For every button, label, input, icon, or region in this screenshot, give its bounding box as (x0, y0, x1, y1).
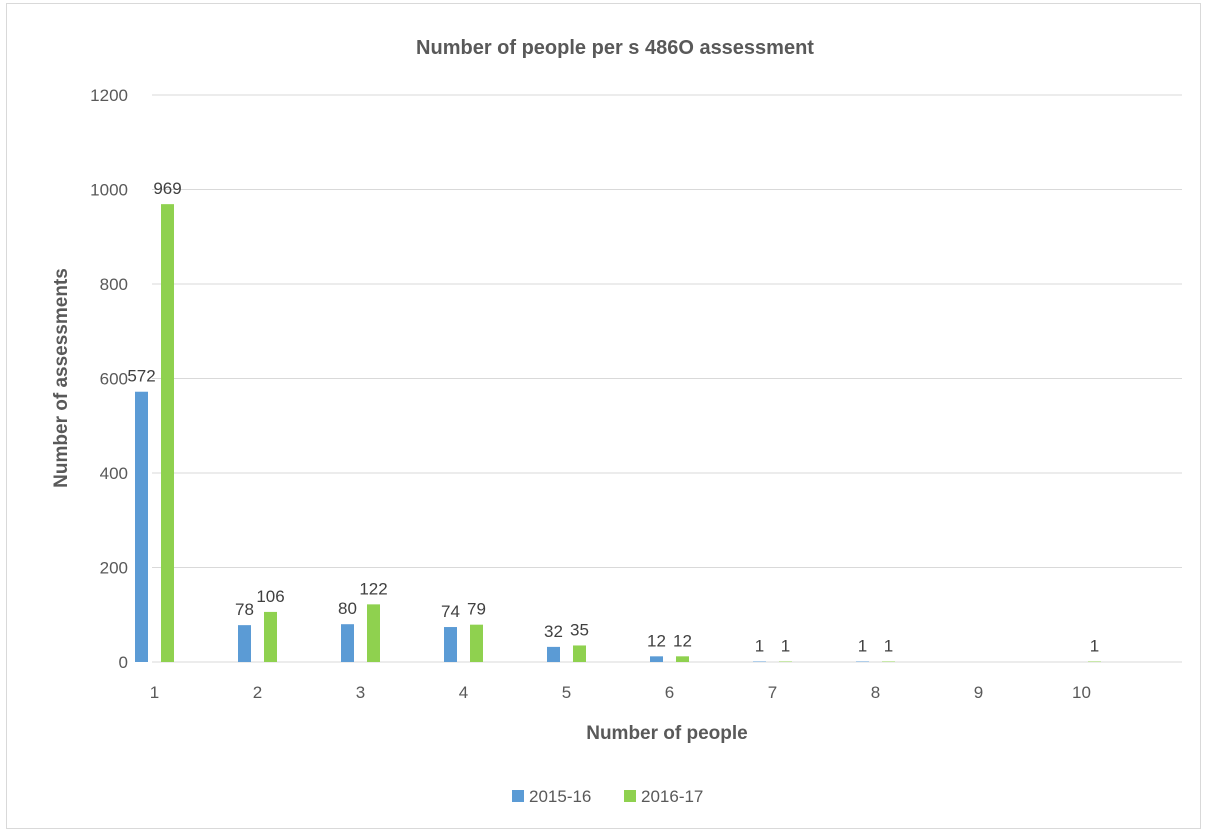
x-tick-label: 7 (768, 683, 777, 702)
y-tick-label: 800 (100, 275, 128, 294)
data-label: 35 (570, 620, 589, 639)
bar-2015-16 (341, 624, 354, 662)
x-tick-label: 10 (1072, 683, 1091, 702)
bar-2015-16 (238, 625, 251, 662)
bar-2015-16 (135, 391, 148, 662)
x-axis-title: Number of people (586, 723, 748, 744)
x-axis-ticks: 1 2 3 4 5 6 7 8 9 10 (150, 683, 1091, 702)
bar-2016-17 (264, 611, 277, 662)
bar-2016-17 (470, 624, 483, 662)
y-axis-ticks: 0 200 400 600 800 1000 1200 (90, 86, 128, 672)
data-label: 12 (647, 631, 666, 650)
data-label: 80 (338, 599, 357, 618)
x-tick-label: 5 (562, 683, 571, 702)
y-tick-label: 600 (100, 370, 128, 389)
data-label: 1 (781, 637, 790, 656)
x-tick-label: 3 (356, 683, 365, 702)
legend: 2015-16 2016-17 (512, 787, 703, 806)
y-tick-label: 1200 (90, 86, 128, 105)
data-label: 1 (1090, 637, 1099, 656)
y-tick-label: 200 (100, 559, 128, 578)
x-tick-label: 8 (871, 683, 880, 702)
data-label: 572 (127, 367, 155, 386)
bar-2016-17 (573, 645, 586, 662)
bars (135, 204, 1101, 662)
bar-2015-16 (444, 627, 457, 662)
y-tick-label: 0 (119, 653, 128, 672)
data-label: 74 (441, 602, 460, 621)
legend-swatch (624, 790, 636, 802)
legend-label: 2015-16 (529, 787, 591, 806)
data-label: 79 (467, 600, 486, 619)
data-label: 1 (884, 637, 893, 656)
bar-2015-16 (547, 646, 560, 662)
bar-2016-17 (367, 604, 380, 662)
data-label: 1 (858, 637, 867, 656)
legend-swatch (512, 790, 524, 802)
data-label: 969 (153, 179, 181, 198)
x-tick-label: 4 (459, 683, 468, 702)
legend-label: 2016-17 (641, 787, 703, 806)
data-label: 1 (755, 637, 764, 656)
data-label: 32 (544, 622, 563, 641)
data-label: 12 (673, 631, 692, 650)
bar-2016-17 (676, 656, 689, 662)
x-tick-label: 2 (253, 683, 262, 702)
bar-2015-16 (650, 656, 663, 662)
x-tick-label: 6 (665, 683, 674, 702)
data-label: 78 (235, 600, 254, 619)
y-axis-title: Number of assessments (51, 268, 72, 488)
y-tick-label: 1000 (90, 181, 128, 200)
chart-title: Number of people per s 486O assessment (416, 37, 814, 59)
data-label: 106 (256, 587, 284, 606)
data-label: 122 (359, 579, 387, 598)
y-tick-label: 400 (100, 464, 128, 483)
x-tick-label: 9 (974, 683, 983, 702)
chart-frame (6, 3, 1201, 829)
gridlines (152, 94, 1182, 663)
x-tick-label: 1 (150, 683, 159, 702)
bar-2016-17 (161, 204, 174, 662)
